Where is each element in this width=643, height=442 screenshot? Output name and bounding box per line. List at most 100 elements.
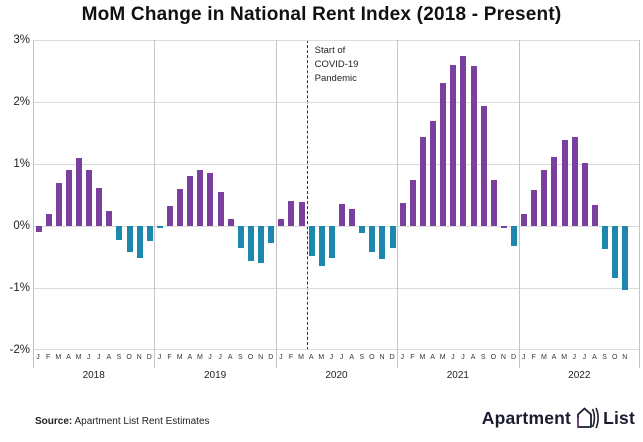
bar-2022-8	[591, 204, 598, 226]
bar-2022-5	[561, 139, 568, 226]
bar-2019-8	[227, 219, 234, 226]
month-tick-label: J	[208, 354, 212, 361]
bar-2021-10	[490, 179, 497, 226]
month-tick-label: J	[157, 354, 162, 361]
month-tick-label: A	[227, 354, 233, 361]
month-tick-label: J	[582, 354, 587, 361]
bar-2019-3	[177, 188, 184, 226]
month-tick-label: F	[531, 354, 536, 361]
month-tick-label: A	[592, 354, 597, 361]
year-separator-line	[397, 40, 399, 368]
bar-2020-8	[349, 209, 356, 226]
bar-2021-3	[419, 137, 426, 226]
month-tick-label: N	[500, 354, 506, 361]
bar-2018-3	[55, 182, 62, 226]
bar-2020-1	[278, 219, 285, 226]
bar-2018-1	[35, 226, 42, 233]
month-tick-label: J	[86, 354, 91, 361]
bar-2021-9	[480, 105, 487, 226]
month-tick-label: D	[389, 354, 395, 361]
month-tick-label: M	[419, 354, 426, 361]
y-axis-tick-label: -1%	[9, 282, 30, 294]
month-tick-label: A	[308, 354, 314, 361]
month-tick-label: O	[490, 354, 497, 361]
month-tick-label: M	[540, 354, 547, 361]
year-separator-line	[33, 40, 34, 368]
month-tick-label: J	[36, 354, 40, 361]
bar-2020-12	[389, 226, 396, 248]
y-axis-tick-label: 0%	[13, 220, 30, 232]
bar-2022-9	[602, 226, 609, 249]
bar-2018-12	[146, 226, 153, 241]
gridline-0%	[33, 226, 640, 227]
bar-2019-4	[187, 175, 194, 226]
logo-word-apartment: Apartment	[481, 407, 572, 428]
bar-2019-2	[167, 205, 174, 226]
month-tick-label: D	[510, 354, 517, 361]
month-tick-label: N	[136, 354, 142, 361]
bar-2022-3	[541, 170, 548, 226]
logo-word-list: List	[603, 407, 635, 428]
month-tick-label: F	[410, 354, 415, 361]
month-tick-label: J	[96, 354, 101, 361]
month-tick-label: S	[480, 354, 486, 361]
gridline-3%	[33, 40, 640, 41]
gridline--2%	[33, 349, 640, 350]
bar-2022-11	[622, 226, 629, 291]
month-tick-label: S	[116, 354, 122, 361]
month-tick-label: A	[106, 354, 112, 361]
month-tick-label: J	[400, 354, 404, 361]
plot-area: Start of COVID-19 Pandemic 3% 2% 1% 0% -1% -2…	[10, 34, 640, 381]
bar-2019-5	[197, 169, 204, 226]
month-tick-label: N	[258, 354, 264, 361]
month-tick-label: A	[66, 354, 71, 361]
source-note: Source: Apartment List Rent Estimates	[35, 416, 210, 427]
annotation-line: Pandemic	[314, 73, 357, 84]
bar-2021-6	[450, 64, 457, 226]
month-tick-label: S	[602, 354, 607, 361]
month-tick-label: J	[279, 354, 283, 361]
month-tick-label: M	[55, 354, 62, 361]
month-tick-label: J	[521, 354, 526, 361]
month-tick-label: J	[218, 354, 222, 361]
gridline-2%	[33, 102, 640, 103]
month-tick-label: J	[339, 354, 344, 361]
bar-2018-5	[75, 157, 82, 226]
bar-2021-11	[500, 226, 507, 229]
bar-2018-4	[65, 170, 72, 226]
bar-2020-9	[359, 226, 366, 233]
source-label: Source:	[35, 416, 73, 427]
month-tick-label: O	[611, 354, 618, 361]
year-separator-line	[275, 40, 277, 368]
chart-title: MoM Change in National Rent Index (2018 …	[81, 4, 562, 25]
bar-2019-10	[247, 226, 254, 262]
bar-2020-10	[369, 226, 376, 253]
bar-2021-1	[399, 203, 406, 226]
gridline-1%	[33, 164, 640, 165]
month-tick-label: D	[268, 354, 274, 361]
month-tick-label: M	[439, 354, 446, 361]
month-tick-label: O	[247, 354, 254, 361]
bar-2020-4	[308, 226, 315, 257]
bar-2020-5	[318, 226, 325, 266]
year-label-2021: 2021	[446, 370, 469, 381]
year-separator-line	[518, 40, 520, 368]
bar-2018-2	[45, 213, 52, 226]
month-tick-label: A	[470, 354, 476, 361]
source-text: Apartment List Rent Estimates	[74, 416, 210, 427]
house-logo-icon	[575, 405, 599, 431]
month-tick-label: M	[75, 354, 82, 361]
bar-2021-7	[460, 56, 467, 226]
bar-2020-2	[288, 200, 295, 226]
year-label-2022: 2022	[568, 370, 591, 381]
month-tick-label: J	[329, 354, 334, 361]
bar-2022-1	[521, 213, 528, 226]
bar-2021-8	[470, 66, 477, 226]
month-tick-label: N	[622, 354, 628, 361]
annotation-line: Start of	[314, 45, 346, 56]
month-tick-label: A	[187, 354, 193, 361]
year-label-2019: 2019	[203, 370, 227, 381]
month-tick-label: M	[318, 354, 325, 361]
bar-2020-7	[339, 204, 345, 226]
